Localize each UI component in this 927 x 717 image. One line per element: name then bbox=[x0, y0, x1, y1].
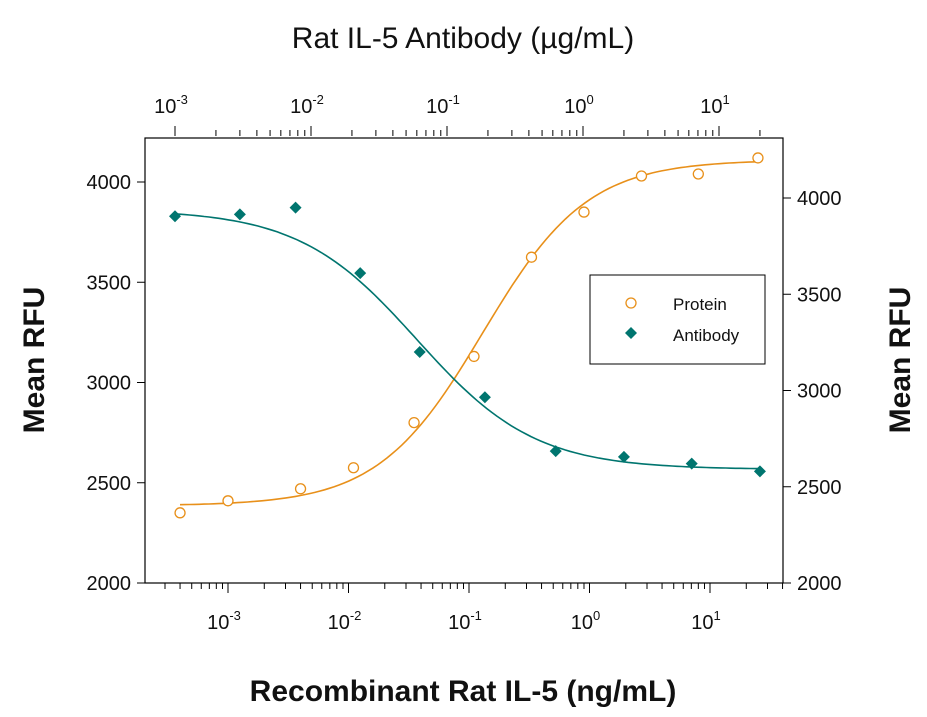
legend-antibody-marker bbox=[625, 327, 637, 339]
right-y-tick-label: 3500 bbox=[797, 284, 842, 306]
right-y-axis-label: Mean RFU bbox=[884, 287, 917, 434]
left-y-tick-label: 4000 bbox=[87, 172, 132, 194]
protein-point bbox=[222, 495, 234, 507]
top-x-tick-label: 10-3 bbox=[154, 92, 188, 118]
antibody-point bbox=[549, 445, 562, 458]
top-x-tick-label: 100 bbox=[564, 92, 593, 118]
plot-frame bbox=[144, 137, 784, 584]
antibody-point bbox=[169, 210, 181, 223]
left-y-tick-label: 2500 bbox=[87, 473, 132, 495]
antibody-point bbox=[478, 391, 491, 404]
bottom-x-tick-label: 100 bbox=[571, 608, 600, 634]
antibody-fit-curve bbox=[174, 213, 760, 470]
x-axis-label: Recombinant Rat IL-5 (ng/mL) bbox=[250, 675, 677, 708]
left-y-tick-label: 3000 bbox=[87, 373, 132, 395]
left-y-tick-label: 2000 bbox=[87, 573, 132, 595]
legend-protein-marker bbox=[625, 297, 637, 309]
protein-point bbox=[468, 350, 480, 363]
antibody-point bbox=[289, 201, 302, 214]
antibody-point bbox=[617, 450, 630, 463]
data-points bbox=[169, 152, 766, 519]
protein-point bbox=[525, 251, 538, 263]
protein-point bbox=[752, 152, 764, 164]
protein-point bbox=[294, 483, 307, 495]
bottom-x-tick-label: 10-2 bbox=[328, 608, 362, 634]
left-y-axis-label: Mean RFU bbox=[18, 287, 51, 434]
top-x-tick-label: 10-2 bbox=[290, 92, 324, 118]
right-y-tick-label: 3000 bbox=[797, 381, 842, 403]
antibody-point bbox=[354, 267, 367, 280]
legend-box bbox=[589, 274, 766, 365]
right-y-tick-label: 2500 bbox=[797, 477, 842, 499]
antibody-point bbox=[685, 457, 698, 470]
legend-antibody-label: Antibody bbox=[673, 326, 740, 345]
right-y-tick-label: 4000 bbox=[797, 188, 842, 210]
protein-point bbox=[408, 416, 420, 429]
right-y-tick-label: 2000 bbox=[797, 573, 842, 595]
antibody-point bbox=[753, 465, 766, 478]
bottom-x-tick-label: 10-3 bbox=[207, 608, 241, 634]
axes: 10-3 10-2 10-1 100 101 10-3 10-2 10-1 100 101 2000… bbox=[87, 92, 842, 634]
protein-point bbox=[635, 170, 648, 182]
legend-protein-label: Protein bbox=[673, 295, 727, 314]
top-x-tick-label: 101 bbox=[700, 92, 729, 118]
protein-point bbox=[578, 206, 590, 218]
bottom-x-tick-label: 101 bbox=[691, 608, 720, 634]
protein-point bbox=[347, 462, 360, 474]
protein-point bbox=[692, 168, 704, 180]
top-x-tick-label: 10-1 bbox=[426, 92, 460, 118]
left-y-tick-label: 3500 bbox=[87, 272, 132, 294]
protein-point bbox=[174, 507, 186, 519]
legend: Protein Antibody bbox=[589, 274, 766, 365]
bottom-x-tick-label: 10-1 bbox=[448, 608, 482, 634]
antibody-point bbox=[413, 346, 426, 358]
antibody-point bbox=[233, 208, 246, 221]
top-axis-title: Rat IL-5 Antibody (µg/mL) bbox=[292, 22, 634, 55]
